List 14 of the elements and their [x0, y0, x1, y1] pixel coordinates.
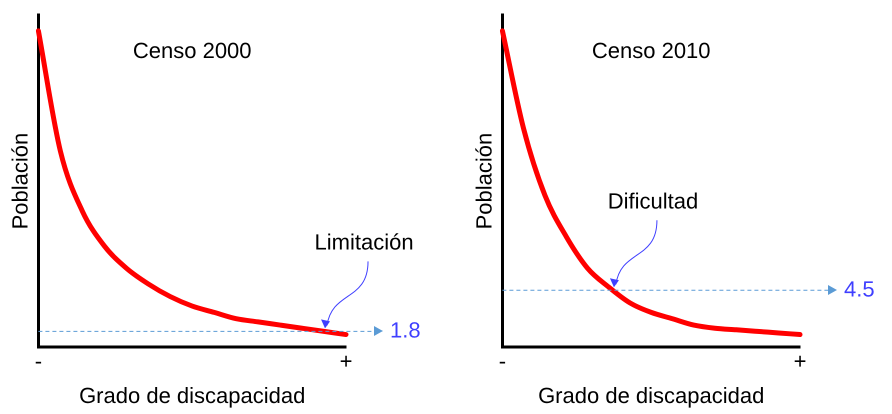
chart-title: Censo 2010 [592, 38, 711, 64]
chart-title: Censo 2000 [132, 38, 252, 64]
x-tick-label: + [340, 348, 352, 374]
y-axis-title: Población [471, 132, 496, 230]
x-tick-label: + [794, 348, 806, 374]
x-tick-label: - [34, 348, 42, 374]
annotation: Limitación [314, 229, 414, 254]
annotation: Dificultad [608, 188, 698, 214]
text: 4.5 [844, 276, 875, 302]
x-tick-label: - [498, 348, 506, 374]
x-axis-title: Grado de discapacidad [79, 382, 306, 408]
x-axis-title: Grado de discapacidad [538, 382, 764, 408]
y-axis-title: Población [7, 132, 32, 230]
text: 1.8 [390, 317, 421, 342]
